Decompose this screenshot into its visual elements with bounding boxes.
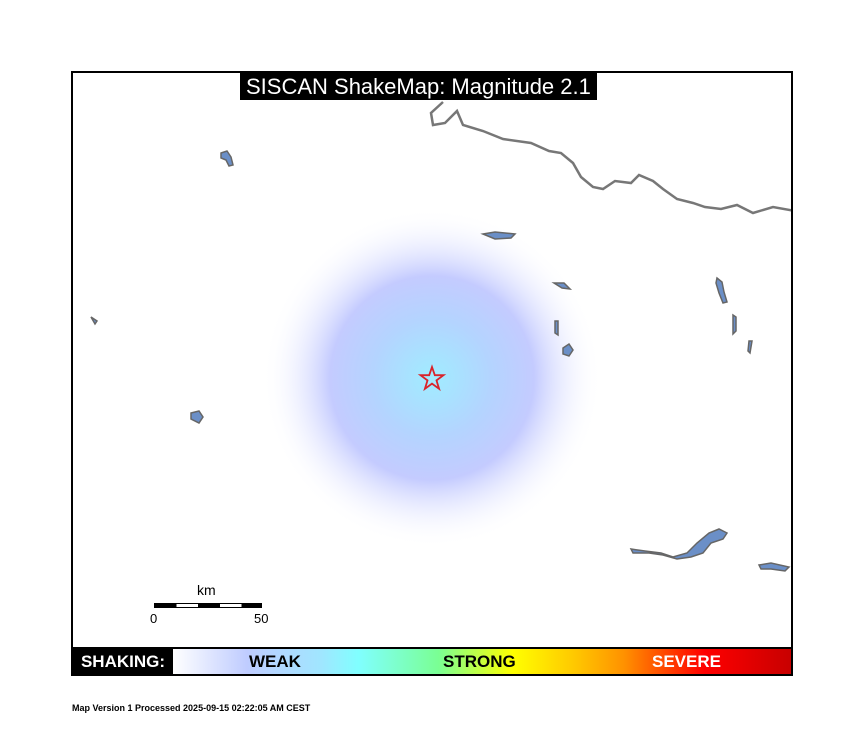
legend-label: SHAKING: <box>80 652 166 671</box>
map-version-footer: Map Version 1 Processed 2025-09-15 02:22… <box>72 703 311 713</box>
legend-color-scale: WEAK STRONG SEVERE <box>173 649 791 674</box>
legend-strong: STRONG <box>443 652 516 671</box>
map-layers <box>90 101 791 572</box>
scale-start-label: 0 <box>150 611 158 626</box>
shakemap-map <box>71 71 793 676</box>
scale-unit: km <box>197 582 216 598</box>
epicenter-star-icon <box>417 364 447 392</box>
intensity-field <box>262 208 602 548</box>
lakes <box>90 150 791 572</box>
country-border <box>429 101 791 215</box>
scale-end-label: 50 <box>254 611 269 626</box>
legend-weak: WEAK <box>249 652 301 671</box>
map-title: SISCAN ShakeMap: Magnitude 2.1 <box>240 73 597 100</box>
legend-severe: SEVERE <box>652 652 721 671</box>
shaking-legend: SHAKING: WEAK STRONG SEVERE <box>71 647 793 676</box>
scale-bar: km 0 50 <box>150 582 270 627</box>
scale-bar-graphic <box>154 603 262 608</box>
